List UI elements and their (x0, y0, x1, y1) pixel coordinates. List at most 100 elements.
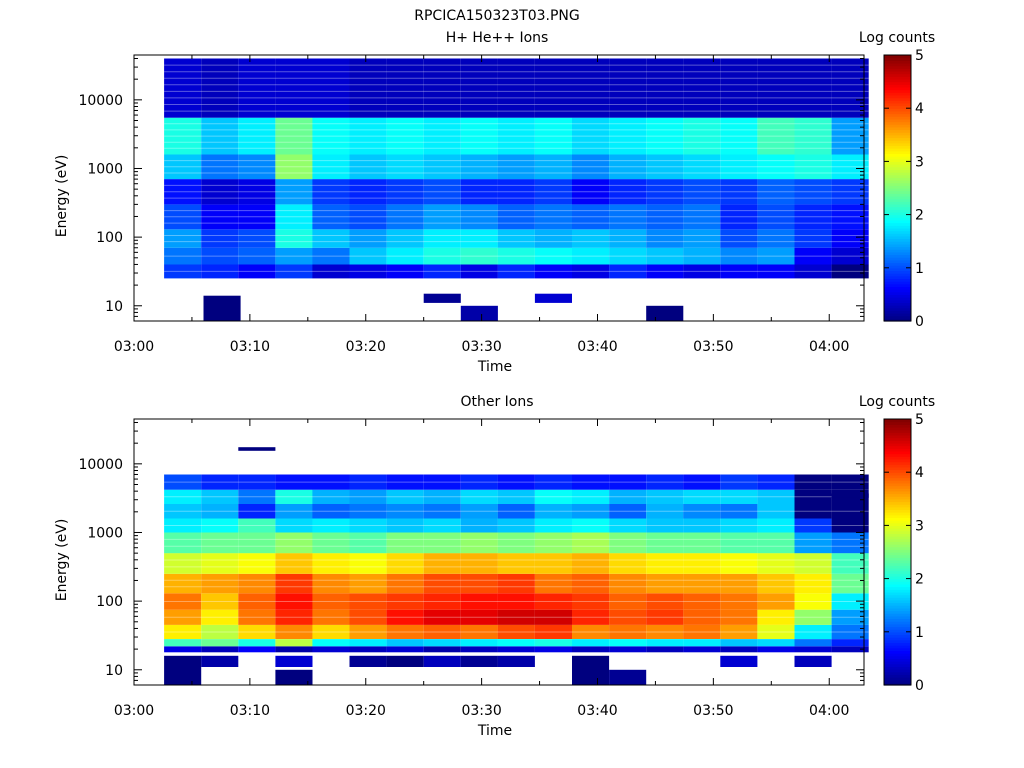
panel-2-colorbar-step (884, 570, 911, 574)
panel-1-heatmap-cell (572, 179, 610, 205)
panel-2-colorbar-step (884, 541, 911, 545)
panel-2-heatmap-cell (572, 639, 610, 647)
panel-2-heatmap-cell (683, 474, 721, 490)
panel-2-heatmap-cell (312, 553, 350, 574)
panel-2-colorbar-step (884, 607, 911, 612)
panel-1-colorbar-step (884, 78, 911, 83)
panel-1-heatmap-cell (609, 117, 647, 155)
panel-2-heatmap-cell (757, 489, 795, 504)
panel-2-colorbar-step (884, 637, 911, 641)
panel-2-heatmap-cell (164, 624, 202, 639)
panel-1-colorbar-step (884, 265, 911, 269)
panel-2-heatmap-cell (201, 532, 239, 554)
panel-2-heatmap-cell (349, 609, 387, 625)
panel-2-colorbar-step (884, 559, 911, 564)
panel-2-heatmap-cell (609, 609, 647, 625)
panel-2-colorbar-step (884, 552, 911, 556)
panel-1-heatmap-cell (683, 229, 721, 248)
panel-2-heatmap-cell (312, 489, 350, 504)
panel-1-colorbar-step (884, 235, 911, 240)
panel-1-colorbar-step (884, 251, 911, 256)
panel-2-colorbar-step (884, 456, 911, 460)
panel-2-colorbar-step (884, 544, 911, 548)
panel-2-colorbar-step (884, 602, 911, 606)
panel-2-heatmap-cell (794, 504, 832, 519)
panel-1-heatmap-cell (646, 229, 684, 248)
panel-2-heatmap-cell (757, 573, 795, 594)
panel-1-sparse-block (534, 293, 572, 303)
panel-2-heatmap-cell (238, 609, 276, 625)
panel-1-colorbar-step (884, 257, 911, 261)
panel-2-colorbar-step (884, 599, 911, 604)
panel-2-colorbar-step (884, 538, 911, 542)
panel-1-colorbar-step (884, 180, 911, 184)
panel-2-heatmap-cell (164, 646, 202, 653)
panel-1-colorbar-step (884, 238, 911, 242)
panel-1-heatmap-cell (646, 179, 684, 205)
panel-2-heatmap-cell (349, 474, 387, 490)
panel-1-heatmap-cell (423, 204, 461, 230)
panel-1-heatmap-cell (757, 58, 795, 118)
panel-2-heatmap-cell (683, 646, 721, 653)
panel-1-heatmap-cell (201, 58, 239, 118)
panel-1-colorbar-step (884, 294, 911, 298)
panel-2-heatmap-cell (831, 532, 869, 554)
panel-2-heatmap-cell (201, 504, 239, 519)
panel-2-x-tick-label: 03:10 (230, 703, 270, 719)
panel-2-heatmap-cell (275, 609, 313, 625)
panel-1-heatmap-cell (831, 247, 869, 265)
panel-1-heatmap-cell (794, 117, 832, 155)
panel-2-sparse-block (794, 655, 832, 667)
panel-2-colorbar-step (884, 645, 911, 649)
panel-1-colorbar-tick-label: 2 (915, 208, 924, 224)
panel-1-colorbar-step (884, 145, 911, 149)
panel-1-x-tick-label: 03:00 (114, 339, 154, 355)
panel-2-heatmap-cell (646, 609, 684, 625)
panel-1-colorbar-step (884, 217, 911, 221)
panel-2-heatmap-cell (646, 474, 684, 490)
panel-1-heatmap-cell (609, 229, 647, 248)
panel-1-heatmap-cell (460, 229, 498, 248)
panel-2-colorbar-step (884, 581, 911, 585)
panel-1-colorbar-step (884, 134, 911, 139)
panel-1-heatmap-cell (275, 58, 313, 118)
panel-2-heatmap-cell (312, 518, 350, 533)
panel-2-heatmap-cell (831, 593, 869, 610)
panel-1-heatmap-cell (423, 58, 461, 118)
panel-2-heatmap-cell (460, 624, 498, 639)
panel-2-colorbar-step (884, 466, 911, 471)
panel-1-heatmap-cell (572, 247, 610, 265)
panel-2-heatmap-cell (757, 609, 795, 625)
panel-1-colorbar-step (884, 92, 911, 96)
panel-1-heatmap-cell (349, 264, 387, 279)
panel-1-colorbar-step (884, 273, 911, 277)
panel-2-heatmap-cell (646, 504, 684, 519)
panel-2-colorbar-step (884, 682, 911, 686)
panel-2-heatmap-cell (794, 474, 832, 490)
panel-2-heatmap-cell (794, 639, 832, 647)
panel-1-colorbar-step (884, 206, 911, 210)
panel-2-heatmap-cell (757, 593, 795, 610)
panel-1-colorbar-step (884, 227, 911, 232)
panel-1-colorbar-step (884, 108, 911, 112)
panel-2-heatmap-cell (238, 474, 276, 490)
panel-2-heatmap-cell (794, 593, 832, 610)
panel-1-heatmap-cell (201, 154, 239, 180)
panel-1-heatmap-cell (386, 247, 424, 265)
panel-1-x-tick-label: 03:30 (461, 339, 501, 355)
panel-2-heatmap-cell (609, 624, 647, 639)
panel-1-heatmap-cell (572, 58, 610, 118)
panel-1-colorbar-step (884, 281, 911, 285)
panel-2-colorbar-step (884, 658, 911, 662)
panel-1-heatmap-cell (683, 154, 721, 180)
panel-1-heatmap-cell (312, 247, 350, 265)
panel-2-heatmap-cell (534, 639, 572, 647)
panel-1-colorbar-step (884, 116, 911, 120)
panel-1-heatmap-cell (164, 58, 202, 118)
panel-1-colorbar-step (884, 214, 911, 218)
panel-2-colorbar-step (884, 504, 911, 508)
panel-1-heatmap (164, 58, 869, 321)
panel-2-sparse-block (201, 655, 239, 667)
panel-1-heatmap-cell (609, 204, 647, 230)
panel-2-colorbar-step (884, 647, 911, 652)
